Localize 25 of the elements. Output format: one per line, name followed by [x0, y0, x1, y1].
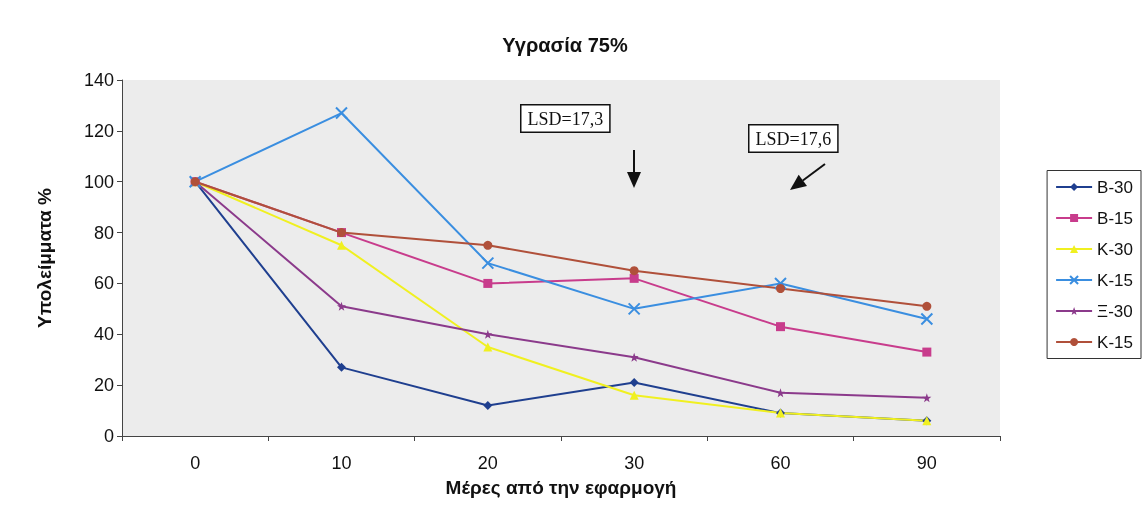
chart-title: Υγρασία 75% [502, 34, 628, 56]
y-tick-label: 120 [83, 120, 114, 141]
legend-label: K-15 [1097, 332, 1134, 352]
y-axis-title: Υπολείμματα % [34, 187, 55, 328]
x-tick-label: 60 [770, 453, 791, 473]
x-axis-title: Μέρες από την εφαρμογή [445, 477, 677, 498]
legend-label: B-15 [1097, 208, 1134, 228]
annotation: LSD=17,3 [527, 108, 604, 129]
legend-label: B-30 [1097, 177, 1134, 197]
legend-label: K-30 [1097, 239, 1134, 259]
x-tick-label: 20 [477, 453, 498, 473]
y-tick-label: 80 [93, 222, 114, 243]
legend-label: K-15 [1097, 270, 1134, 290]
y-tick-label: 20 [93, 375, 114, 396]
y-tick-label: 0 [103, 426, 114, 446]
x-tick-label: 10 [331, 453, 352, 473]
y-tick-label: 60 [93, 273, 114, 294]
y-tick-label: 100 [83, 171, 114, 192]
x-tick-label: 0 [190, 453, 201, 473]
x-tick-label: 90 [916, 453, 937, 473]
y-tick-label: 140 [83, 70, 114, 90]
x-tick-label: 30 [624, 453, 645, 473]
y-tick-label: 40 [93, 324, 114, 345]
legend-label: Ξ-30 [1097, 301, 1133, 321]
annotation: LSD=17,6 [755, 128, 832, 149]
